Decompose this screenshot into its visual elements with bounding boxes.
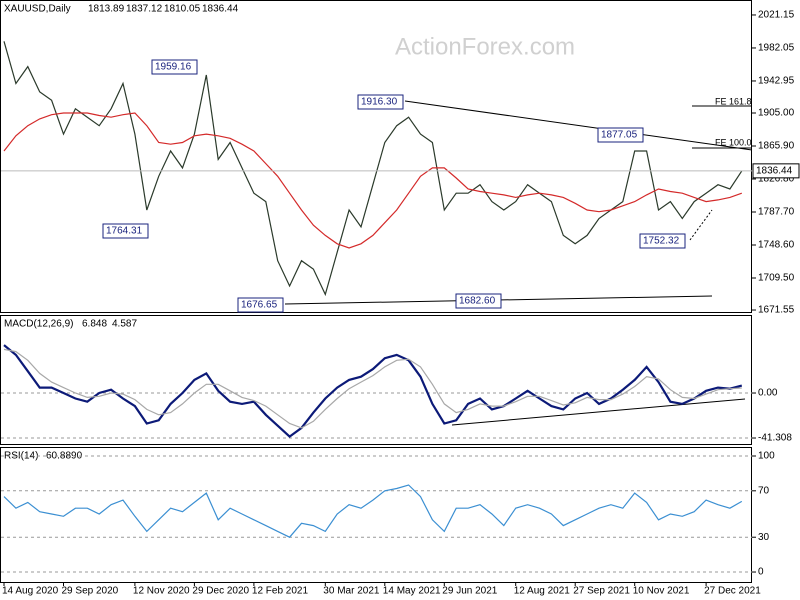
y-tick-label: 70	[758, 485, 770, 496]
price-panel	[0, 0, 752, 313]
ohlc: 1810.05	[164, 4, 201, 15]
x-tick-label: 29 Dec 2020	[192, 586, 249, 597]
x-tick-label: 29 Jun 2021	[442, 586, 497, 597]
annotation: 1682.60	[459, 296, 496, 307]
y-tick-label: 100	[758, 451, 775, 462]
rsi-value: 60.8890	[46, 451, 83, 462]
annotation-box	[357, 94, 404, 110]
series-line	[3, 112, 742, 249]
y-tick-label: 1826.80	[758, 174, 795, 185]
annotation: 1764.31	[106, 226, 143, 237]
series-line	[3, 484, 743, 538]
annotation: FE 100.0	[715, 137, 752, 147]
x-tick-label: 27 Dec 2021	[704, 586, 761, 597]
annotation: 1752.32	[643, 236, 680, 247]
ohlc: 1836.44	[202, 4, 239, 15]
annotation: 1676.65	[241, 300, 278, 311]
y-tick-label: 0	[758, 567, 764, 578]
y-tick-label: 2021.15	[758, 10, 795, 21]
annotation: 1916.30	[361, 97, 398, 108]
y-tick-label: 1709.50	[758, 273, 795, 284]
y-tick-label: 1671.55	[758, 305, 795, 316]
annotation-box	[102, 223, 149, 239]
annotation-box	[151, 59, 198, 75]
macd-title: MACD(12,26,9)	[4, 319, 73, 330]
ohlc: 1813.89	[88, 4, 125, 15]
x-tick-label: 14 May 2021	[383, 586, 441, 597]
macd-panel	[0, 315, 752, 445]
current-price-tag	[752, 163, 800, 179]
x-tick-label: 12 Nov 2020	[133, 586, 190, 597]
annotation-box	[597, 127, 644, 143]
signal-value: 4.587	[112, 319, 137, 330]
x-tick-label: 27 Sep 2021	[573, 586, 630, 597]
y-tick-label: 0.00	[758, 388, 778, 399]
annotation-box	[455, 293, 502, 309]
ohlc: 1837.12	[126, 4, 163, 15]
y-tick-label: -41.308	[758, 433, 792, 444]
series-line	[3, 41, 743, 297]
annotation-box	[639, 233, 686, 249]
y-tick-label: 1942.95	[758, 76, 795, 87]
y-tick-label: 1905.00	[758, 108, 795, 119]
annotation: FE 161.8	[715, 96, 752, 106]
y-tick-label: 1787.70	[758, 207, 795, 218]
current-price: 1836.44	[756, 165, 793, 176]
trendline	[404, 100, 753, 151]
x-tick-label: 29 Sep 2020	[62, 586, 119, 597]
y-tick-label: 1982.05	[758, 43, 795, 54]
y-tick-label: 30	[758, 532, 770, 543]
x-tick-label: 10 Nov 2021	[633, 586, 690, 597]
annotation: 1877.05	[601, 130, 638, 141]
x-tick-label: 14 Aug 2020	[2, 586, 59, 597]
x-tick-label: 30 Mar 2021	[323, 586, 380, 597]
series-line	[3, 348, 742, 429]
macd-value: 6.848	[82, 319, 107, 330]
x-tick-label: 12 Aug 2021	[514, 586, 571, 597]
watermark: ActionForex.com	[395, 33, 575, 60]
price-title: XAUUSD,Daily	[4, 4, 71, 15]
rsi-panel	[0, 447, 752, 583]
annotation-box	[237, 297, 284, 313]
x-tick-label: 12 Feb 2021	[252, 586, 309, 597]
series-line	[3, 344, 743, 439]
y-tick-label: 1748.60	[758, 240, 795, 251]
y-tick-label: 1865.90	[758, 141, 795, 152]
trendline	[451, 398, 746, 426]
annotation: 1959.16	[155, 62, 192, 73]
